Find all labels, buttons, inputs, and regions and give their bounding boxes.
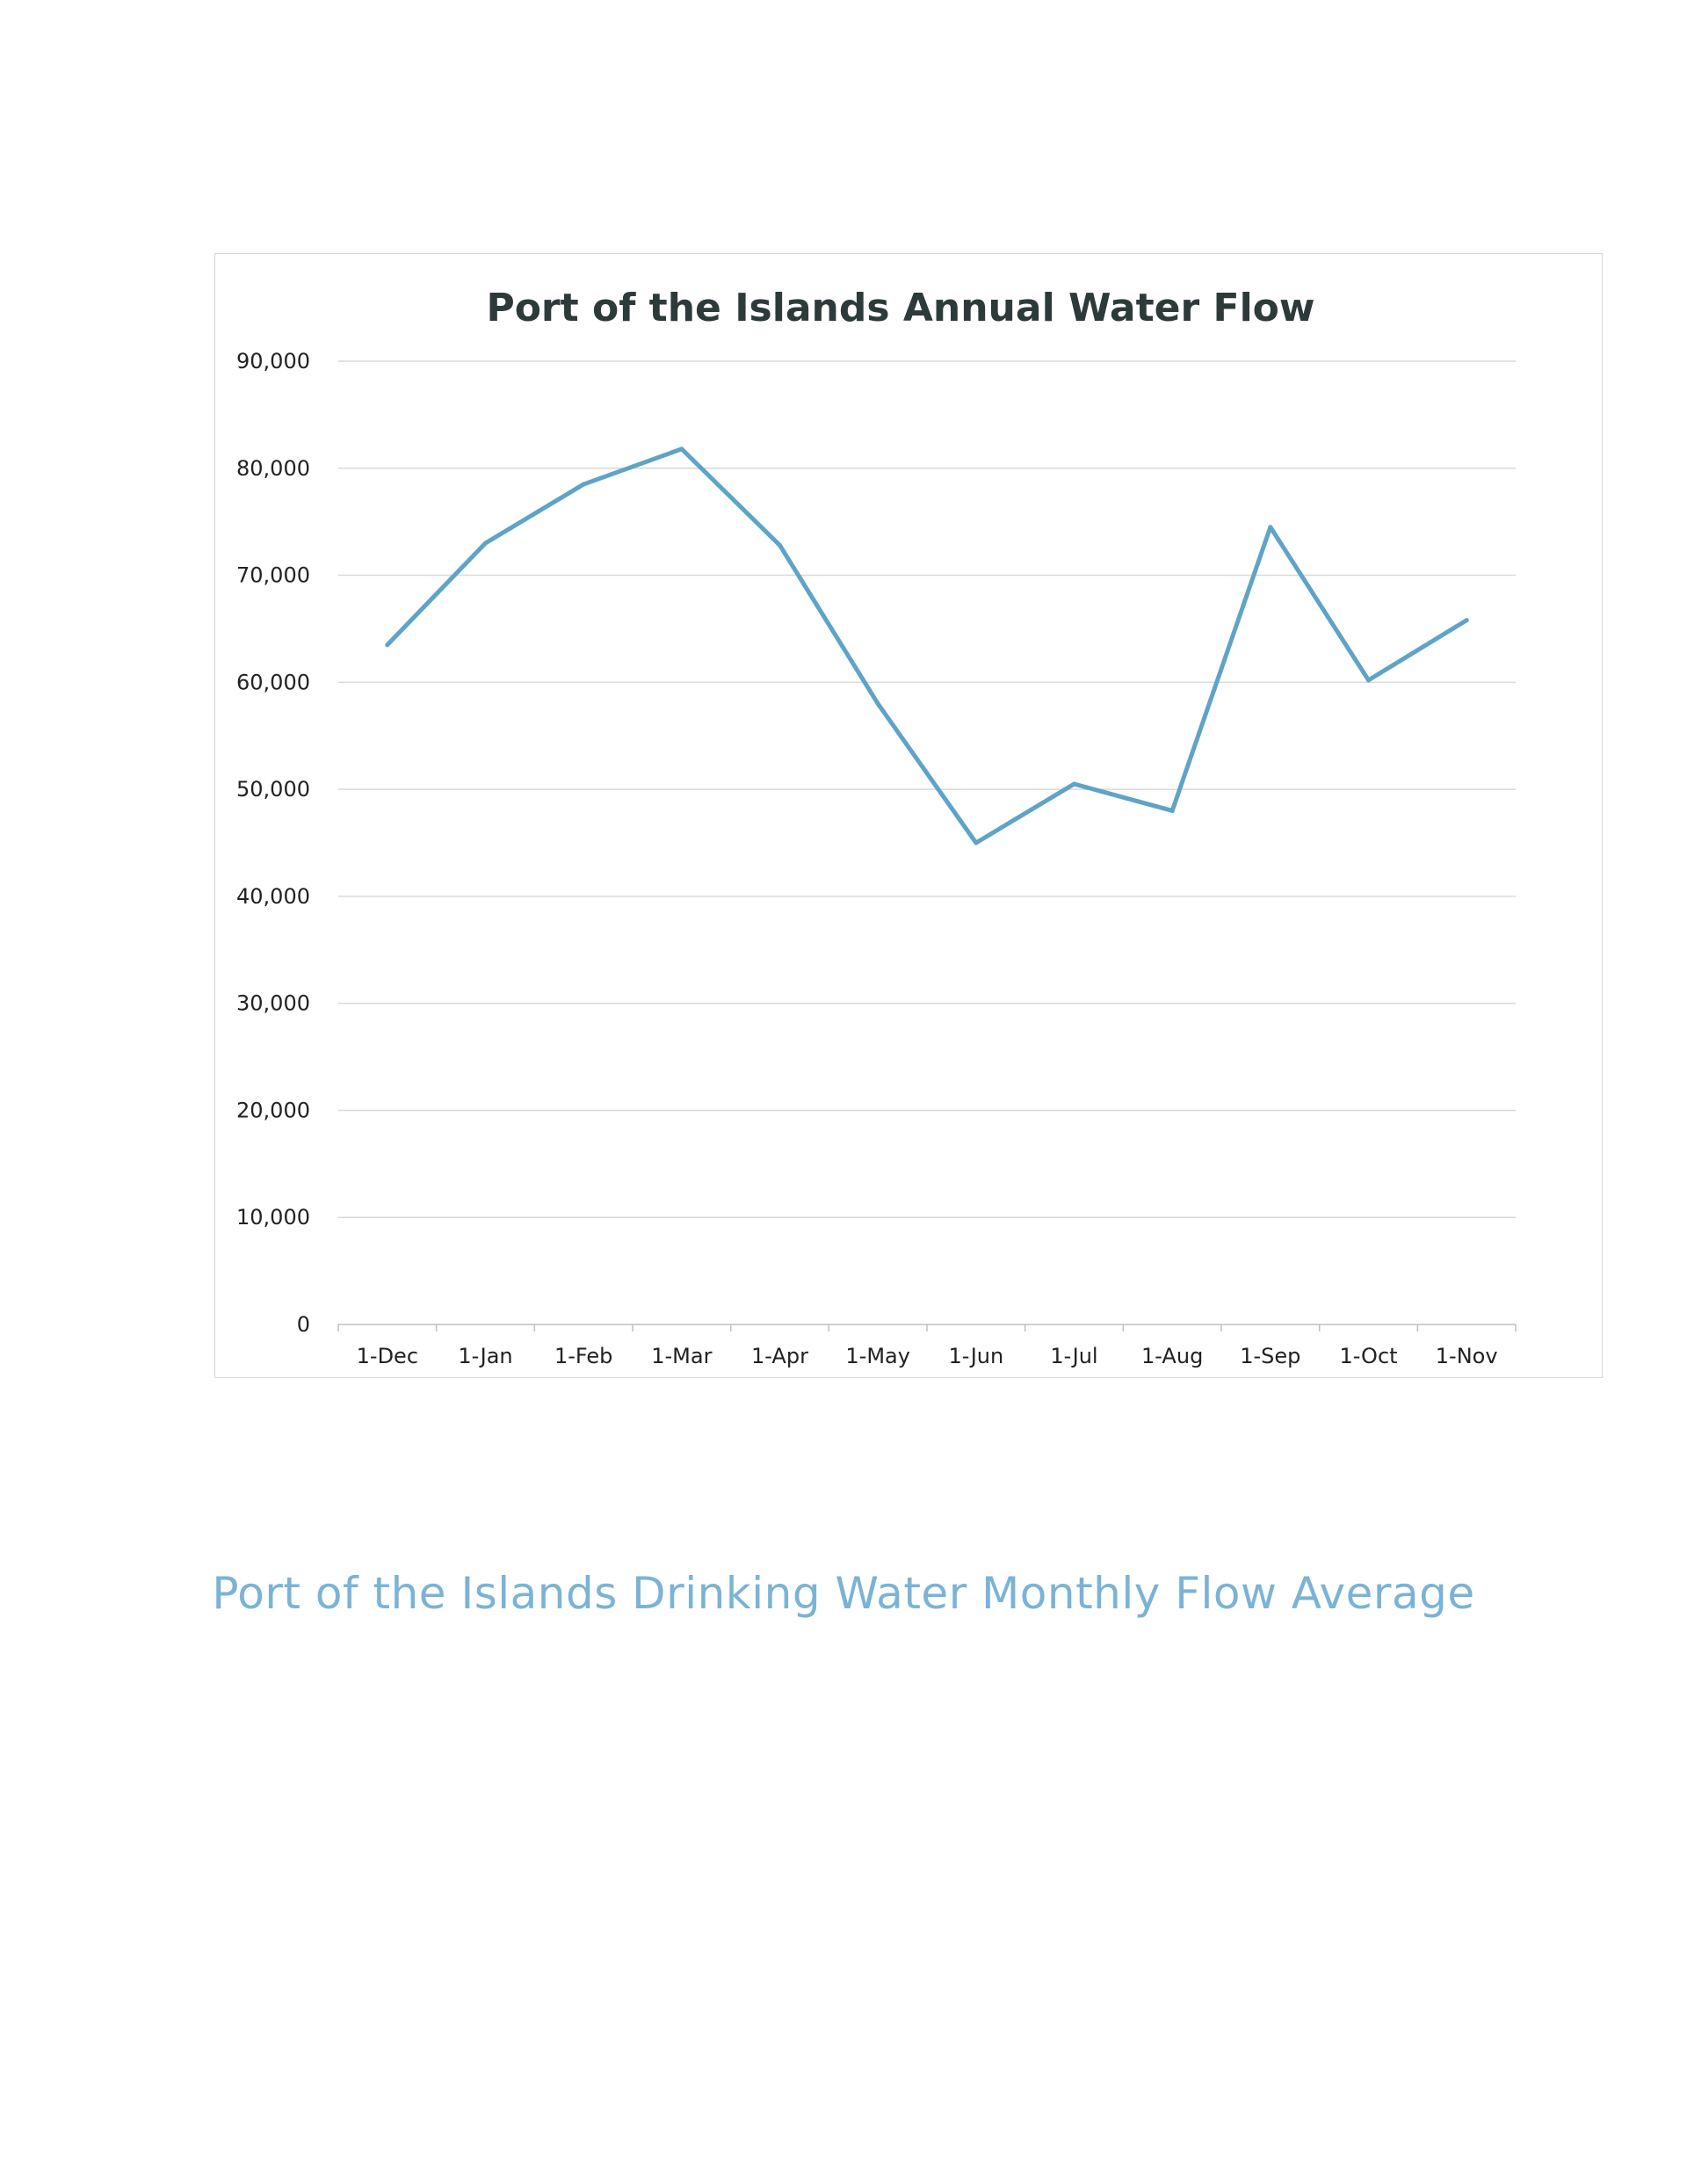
data-point xyxy=(974,840,979,845)
gridlines xyxy=(338,360,1516,1325)
x-tick-label: 1-Oct xyxy=(1339,1344,1397,1368)
x-tick-label: 1-Jun xyxy=(948,1344,1003,1368)
data-point xyxy=(1464,618,1469,623)
data-point xyxy=(581,482,586,487)
y-tick-label: 20,000 xyxy=(236,1098,310,1122)
data-point xyxy=(1072,781,1076,787)
y-tick-label: 0 xyxy=(297,1312,310,1337)
y-tick-label: 40,000 xyxy=(236,884,310,909)
y-tick-label: 70,000 xyxy=(236,563,310,588)
data-point xyxy=(778,542,782,548)
data-point xyxy=(679,446,684,452)
data-point xyxy=(875,701,880,707)
series-line xyxy=(385,446,1469,845)
x-tick-label: 1-Sep xyxy=(1240,1344,1300,1368)
y-tick-label: 50,000 xyxy=(236,777,310,802)
chart-title: Port of the Islands Annual Water Flow xyxy=(486,286,1314,330)
data-point xyxy=(1268,525,1273,530)
x-tick-label: 1-Jul xyxy=(1050,1344,1097,1368)
data-point xyxy=(483,541,488,546)
y-tick-label: 10,000 xyxy=(236,1205,310,1230)
line-chart: Port of the Islands Annual Water Flow 0 1… xyxy=(236,286,1517,1368)
y-tick-label: 80,000 xyxy=(236,456,310,481)
y-tick-label: 90,000 xyxy=(236,349,310,374)
x-tick-label: 1-Mar xyxy=(651,1344,712,1368)
data-point xyxy=(1169,808,1175,813)
x-tick-label: 1-Nov xyxy=(1436,1344,1498,1368)
x-tick-label: 1-Apr xyxy=(751,1344,808,1368)
data-point xyxy=(385,642,390,648)
series-group xyxy=(385,446,1469,845)
chart-frame: Port of the Islands Annual Water Flow 0 1… xyxy=(214,253,1603,1378)
x-tick-label: 1-Dec xyxy=(357,1344,418,1368)
y-axis-ticks: 0 10,000 20,000 30,000 40,000 50,000 60,000 70,… xyxy=(236,349,310,1337)
chart-caption: Port of the Islands Drinking Water Month… xyxy=(212,1568,1475,1619)
data-point xyxy=(1366,678,1371,683)
y-tick-label: 60,000 xyxy=(236,670,310,694)
x-tick-label: 1-Feb xyxy=(554,1344,612,1368)
x-tick-label: 1-Aug xyxy=(1141,1344,1203,1368)
y-tick-label: 30,000 xyxy=(236,991,310,1016)
x-tick-label: 1-Jan xyxy=(458,1344,512,1368)
x-tick-label: 1-May xyxy=(845,1344,910,1368)
x-axis-ticks: 1-Dec 1-Jan 1-Feb 1-Mar 1-Apr 1-May 1-Jun 1-Jul… xyxy=(337,1324,1517,1368)
